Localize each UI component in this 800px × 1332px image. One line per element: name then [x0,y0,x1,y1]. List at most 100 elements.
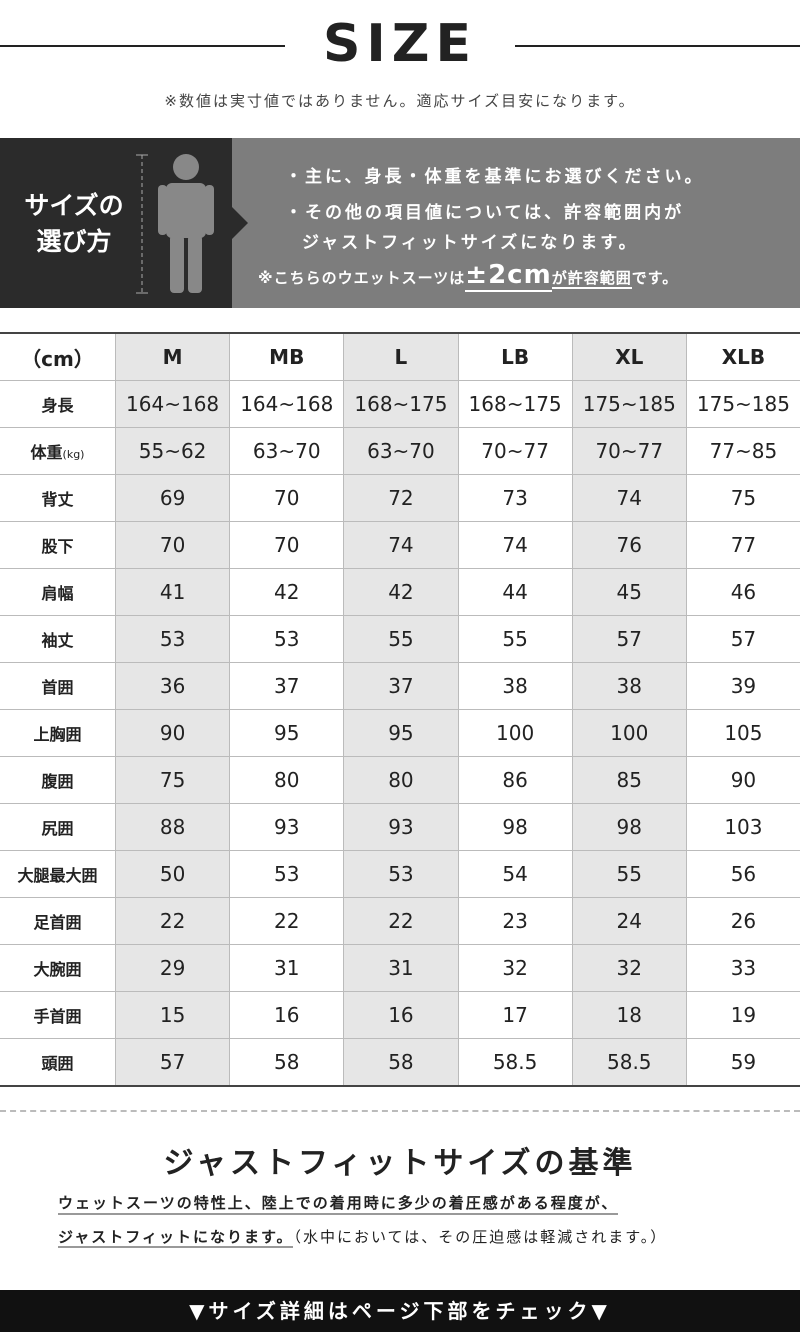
cell: 19 [685,991,800,1039]
row-label: 身長 [0,380,116,428]
header-row: （cm） M MB L LB XL XLB [0,332,800,381]
cell: 42 [343,568,459,616]
cell: 55 [571,850,687,898]
cell: 37 [343,662,459,710]
cell: 54 [457,850,573,898]
cell: 53 [229,615,344,663]
row-label: 肩幅 [0,568,116,616]
label: 手首囲 [33,1007,82,1026]
divider [0,1110,800,1112]
header-cell: XL [571,332,687,381]
cell: 70 [114,521,230,569]
cell: 85 [571,756,687,804]
body-line: ジャストフィットになります。（水中においては、その圧迫感は軽減されます。） [58,1226,667,1248]
header-cell: MB [229,332,344,381]
cell: 69 [114,474,230,522]
label: 腹囲 [41,772,74,791]
cell: 36 [114,662,230,710]
guide-label: サイズの 選び方 [10,188,138,260]
cell: 103 [685,803,800,851]
cell: 95 [343,709,459,757]
label: 体重 [30,443,63,462]
cell: 18 [571,991,687,1039]
row: 大腿最大囲 50 53 53 54 55 56 [0,850,800,898]
section-title: ジャストフィットサイズの基準 [163,1146,637,1181]
label: 首囲 [41,678,74,697]
size-table: （cm） M MB L LB XL XLB 身長 164~168 164~168 168~175 16… [0,332,800,1087]
cell: 80 [343,756,459,804]
cell: 31 [343,944,459,992]
label: 尻囲 [41,819,74,838]
cell: 38 [457,662,573,710]
cell: 22 [114,897,230,945]
row-label: 大腿最大囲 [0,850,116,898]
cell: 22 [343,897,459,945]
text: です。 [631,269,679,287]
guide-line: ・主に、身長・体重を基準にお選びください。 [285,167,705,187]
cell: 55~62 [114,427,230,475]
row: 上胸囲 90 95 95 100 100 105 [0,709,800,757]
cell: 56 [685,850,800,898]
cell: 16 [229,991,344,1039]
cell: 86 [457,756,573,804]
row-label: 背丈 [0,474,116,522]
guide-label-line: 選び方 [36,227,112,256]
cell: 26 [685,897,800,945]
row-label: 股下 [0,521,116,569]
guide-line: ・その他の項目値については、許容範囲内が [285,203,685,223]
cell: 100 [457,709,573,757]
guide-box [232,138,800,308]
cell: 76 [571,521,687,569]
cell: 100 [571,709,687,757]
amount: ±2cm [465,260,552,292]
cell: 50 [114,850,230,898]
cell: 53 [114,615,230,663]
unit: (kg) [62,448,85,461]
cell: 55 [343,615,459,663]
cell: 57 [571,615,687,663]
row: 股下 70 70 74 74 76 77 [0,521,800,569]
label: 身長 [41,396,74,415]
cell: 75 [685,474,800,522]
row: 首囲 36 37 37 38 38 39 [0,662,800,710]
row: 頭囲 57 58 58 58.5 58.5 59 [0,1038,800,1087]
label: 上胸囲 [33,725,82,744]
cell: 105 [685,709,800,757]
row-label: 手首囲 [0,991,116,1039]
label: 頭囲 [41,1054,74,1073]
cell: 98 [571,803,687,851]
guide-label-line: サイズの [24,191,124,220]
cell: 175~185 [571,380,687,428]
row: 尻囲 88 93 93 98 98 103 [0,803,800,851]
cell: 88 [114,803,230,851]
cell: 58 [343,1038,459,1087]
cell: 74 [457,521,573,569]
cell: 74 [343,521,459,569]
label: 大腕囲 [33,960,82,979]
header-cell: LB [457,332,573,381]
cell: 70 [229,474,344,522]
cell: 45 [571,568,687,616]
cell: 168~175 [343,380,459,428]
cell: 93 [343,803,459,851]
cell: 164~168 [114,380,230,428]
row: 体重(kg) 55~62 63~70 63~70 70~77 70~77 77~85 [0,427,800,475]
row-label: 首囲 [0,662,116,710]
cell: 31 [229,944,344,992]
label: 股下 [41,537,74,556]
cell: 55 [457,615,573,663]
rule [515,45,800,47]
cell: 98 [457,803,573,851]
cell: 57 [685,615,800,663]
cell: 33 [685,944,800,992]
cell: 39 [685,662,800,710]
cell: 63~70 [343,427,459,475]
row-label: 足首囲 [0,897,116,945]
cell: 53 [229,850,344,898]
row: 手首囲 15 16 16 17 18 19 [0,991,800,1039]
header-cell: （cm） [0,332,116,381]
rule [0,45,285,47]
cell: 53 [343,850,459,898]
row-label: 腹囲 [0,756,116,804]
